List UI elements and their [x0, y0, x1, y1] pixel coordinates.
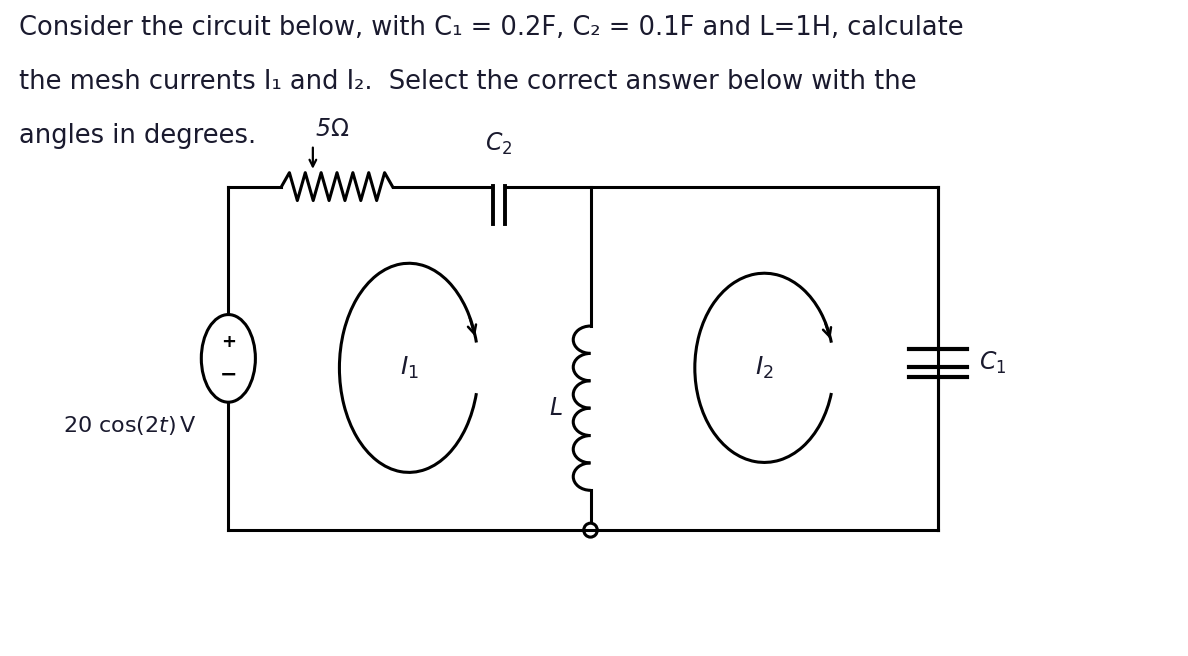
- Text: +: +: [221, 333, 236, 351]
- Text: $C_1$: $C_1$: [979, 350, 1006, 377]
- Text: angles in degrees.: angles in degrees.: [19, 123, 255, 149]
- Text: −: −: [220, 365, 238, 385]
- Text: $C_2$: $C_2$: [485, 131, 512, 157]
- Text: 20 cos$(2t)\,$V: 20 cos$(2t)\,$V: [63, 414, 196, 437]
- Text: Consider the circuit below, with C₁ = 0.2F, C₂ = 0.1F and L=1H, calculate: Consider the circuit below, with C₁ = 0.…: [19, 15, 963, 41]
- Text: $I_2$: $I_2$: [756, 355, 773, 381]
- Text: $I_1$: $I_1$: [399, 355, 418, 381]
- Text: 5$\Omega$: 5$\Omega$: [315, 117, 349, 141]
- Text: $L$: $L$: [549, 396, 563, 420]
- Text: the mesh currents I₁ and I₂.  Select the correct answer below with the: the mesh currents I₁ and I₂. Select the …: [19, 69, 916, 95]
